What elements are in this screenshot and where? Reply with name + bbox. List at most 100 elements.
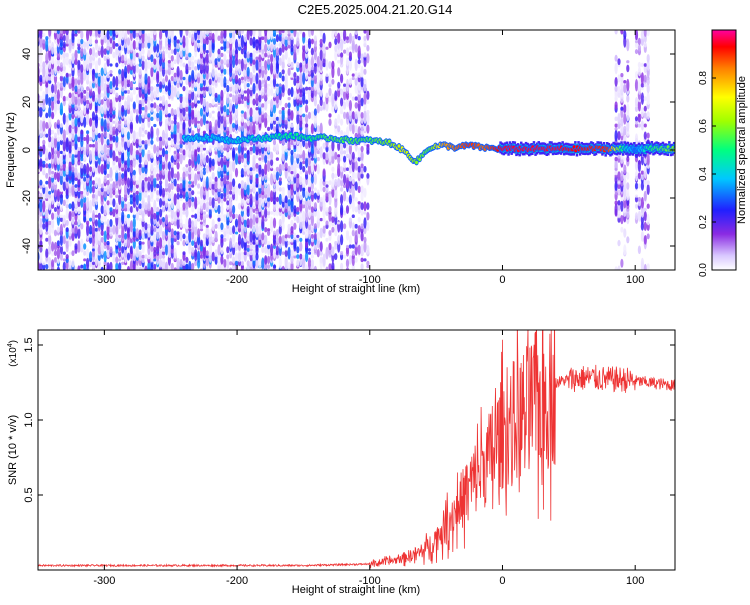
spectrogram-cell: [112, 51, 116, 59]
spectrogram-cell: [328, 61, 332, 69]
spectrogram-cell: [124, 248, 128, 258]
spectrogram-cell: [340, 262, 344, 270]
spectrogram-cell: [100, 117, 104, 127]
spectrogram-cell: [124, 159, 128, 166]
spectrogram-cell: [360, 190, 364, 202]
spectrogram-cell: [299, 72, 303, 85]
spectrogram-cell: [325, 151, 329, 161]
spectrogram-cell: [202, 238, 206, 248]
spectrogram-cell: [643, 96, 647, 101]
spectrogram-cell: [45, 237, 49, 242]
spectrogram-cell: [205, 201, 209, 212]
spectrogram-cell: [640, 197, 645, 209]
spectrogram-cell: [77, 76, 81, 81]
spectrogram-cell: [246, 94, 250, 104]
spectrogram-cell: [646, 76, 650, 81]
spectrogram-cell: [299, 241, 303, 252]
spectrogram-cell: [205, 224, 209, 228]
spectrogram-cell: [147, 237, 151, 250]
spectrogram-cell: [249, 115, 253, 123]
spectrogram-cell: [366, 265, 370, 269]
spectrogram-cell: [302, 210, 306, 222]
spectrogram-cell: [252, 123, 256, 135]
spectrogram-cell: [197, 120, 201, 124]
spectrogram-cell: [646, 263, 650, 270]
spectrogram-cell: [337, 221, 341, 225]
spectrogram-cell: [270, 151, 274, 160]
spectrogram-cell: [270, 158, 274, 167]
spectrogram-cell: [634, 97, 639, 107]
spectrogram-cell: [153, 233, 157, 240]
spectrogram-cell: [246, 173, 250, 186]
spectrogram-cell: [159, 249, 163, 258]
spectrogram-cell: [302, 113, 306, 118]
spectrogram-cell: [354, 72, 358, 79]
spectrogram-cell: [275, 71, 279, 79]
spectrogram-cell: [217, 166, 221, 172]
spectrogram-cell: [115, 135, 119, 143]
spectrogram-cell: [617, 182, 621, 190]
spectrogram-cell: [141, 97, 145, 107]
spectrogram-cell: [275, 236, 279, 244]
spectrogram-cell: [360, 210, 364, 216]
spectrogram-cell: [185, 208, 189, 218]
spectrogram-cell: [331, 187, 335, 198]
spectrogram-cell: [167, 137, 171, 141]
spectrogram-cell: [634, 203, 639, 209]
spectrogram-cell: [182, 171, 186, 181]
spectrogram-cell: [246, 183, 250, 196]
spectrogram-cell: [287, 165, 291, 173]
spectrogram-cell: [226, 180, 230, 185]
spectrogram-cell: [135, 30, 139, 33]
spectrogram-cell: [59, 217, 64, 223]
spectrogram-cell: [345, 267, 350, 270]
spectrogram-cell: [167, 79, 171, 91]
spectrogram-cell: [357, 225, 361, 235]
spectrogram-cell: [299, 62, 303, 68]
spectrogram-cell: [106, 71, 110, 79]
spectrogram-cell: [325, 59, 329, 71]
spectrogram-cell: [316, 231, 320, 241]
spectrogram-cell: [147, 261, 151, 270]
spectrogram-cell: [202, 189, 206, 196]
spectrogram-cell: [106, 148, 110, 157]
spectrogram-cell: [252, 98, 256, 106]
spectrogram-cell: [366, 100, 370, 104]
spectrogram-cell: [290, 250, 294, 257]
spectrogram-cell: [202, 147, 206, 151]
spectrogram-cell: [185, 147, 189, 158]
spectrogram-cell: [182, 223, 186, 229]
spectrogram-cell: [302, 31, 306, 38]
spectrogram-cell: [237, 233, 242, 246]
spectrogram-cell: [243, 218, 247, 228]
spectrogram-cell: [199, 199, 204, 207]
spectrogram-cell: [150, 160, 154, 172]
spectrogram-cell: [170, 91, 174, 100]
spectrogram-cell: [264, 68, 268, 75]
spectrogram-cell: [176, 141, 180, 150]
spectrogram-cell: [331, 30, 335, 40]
spectrogram-cell: [103, 143, 107, 155]
spectrogram-cell: [159, 103, 163, 108]
spectrogram-cell: [290, 170, 294, 175]
spectrogram-cell: [319, 46, 323, 51]
spectrogram-cell: [62, 112, 66, 125]
spectrogram-cell: [42, 199, 46, 213]
spectrogram-cell: [86, 130, 90, 135]
spectrogram-cell: [109, 99, 113, 112]
spectrogram-cell: [270, 211, 274, 215]
spectrogram-cell: [71, 92, 75, 106]
spectrogram-cell: [86, 211, 90, 222]
spectrogram-cell: [261, 190, 265, 195]
spectrogram-cell: [179, 217, 183, 229]
spectrogram-cell: [214, 103, 218, 108]
spectrogram-cell: [310, 38, 314, 45]
spectrogram-cell: [191, 33, 195, 44]
spectrogram-cell: [115, 43, 119, 47]
spectrogram-cell: [620, 88, 624, 96]
spectrogram-cell: [261, 198, 265, 208]
spectrogram-cell: [275, 180, 279, 192]
spectrogram-cell: [109, 42, 113, 48]
spectrogram-cell: [366, 124, 370, 134]
